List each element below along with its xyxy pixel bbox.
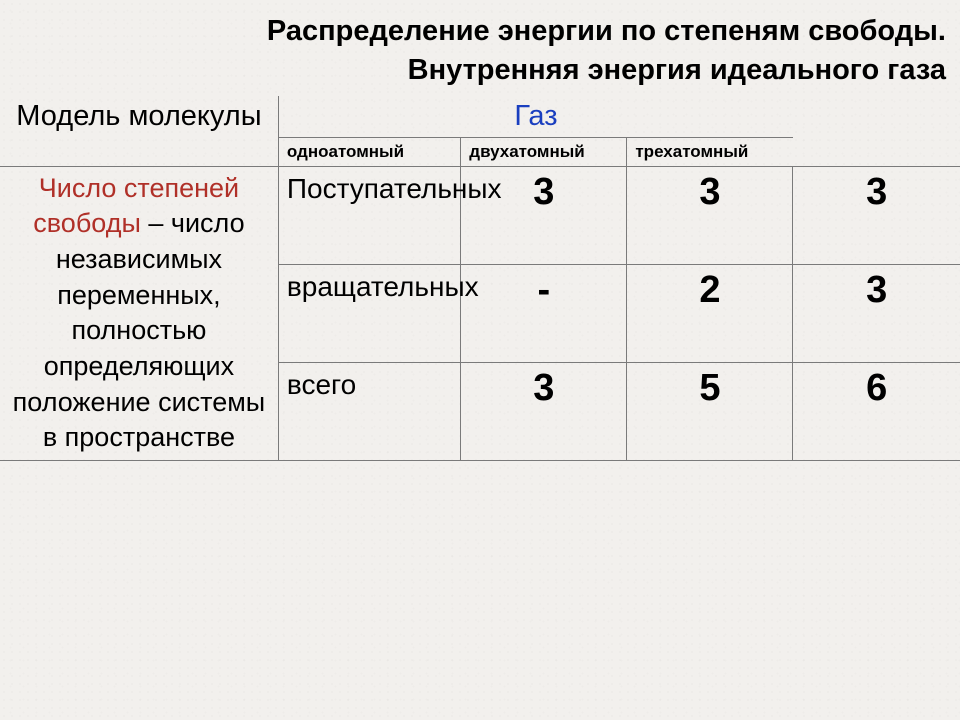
- cell-value: 3: [627, 166, 793, 264]
- subheader-tri: трехатомный: [627, 138, 793, 167]
- subheader-mono: одноатомный: [278, 138, 460, 167]
- cell-value: -: [461, 264, 627, 362]
- degrees-definition: Число степеней свободы – число независим…: [0, 166, 278, 460]
- title-line-2: Внутренняя энергия идеального газа: [408, 54, 946, 86]
- cell-value: 6: [793, 362, 960, 460]
- slide: Распределение энергии по степеням свобод…: [0, 0, 960, 720]
- degrees-table: Модель молекулы Газ одноатомный двухатом…: [0, 96, 960, 461]
- header-gas: Газ: [278, 96, 793, 138]
- row-label: вращательных: [278, 264, 460, 362]
- row-label: Поступательных: [278, 166, 460, 264]
- header-model: Модель молекулы: [0, 96, 278, 166]
- cell-value: 3: [793, 264, 960, 362]
- title-line-1: Распределение энергии по степеням свобод…: [267, 15, 946, 47]
- cell-value: 2: [627, 264, 793, 362]
- degrees-term-rest: – число независимых переменных, полность…: [13, 208, 266, 452]
- table-header-row: Модель молекулы Газ: [0, 96, 960, 138]
- cell-value: 3: [793, 166, 960, 264]
- cell-value: 5: [627, 362, 793, 460]
- row-label: всего: [278, 362, 460, 460]
- table-row: Число степеней свободы – число независим…: [0, 166, 960, 264]
- cell-value: 3: [461, 362, 627, 460]
- subheader-di: двухатомный: [461, 138, 627, 167]
- slide-title: Распределение энергии по степеням свобод…: [0, 0, 960, 96]
